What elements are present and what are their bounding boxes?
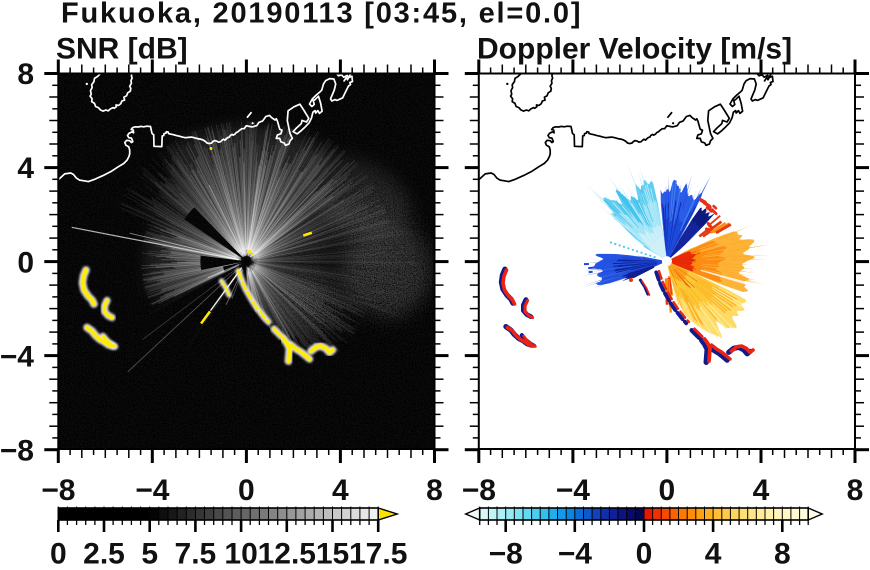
svg-text:Fukuoka, 20190113 [03:45, el=0: Fukuoka, 20190113 [03:45, el=0.0]	[61, 0, 582, 30]
svg-text:−8: −8	[462, 474, 496, 507]
svg-text:−4: −4	[558, 538, 593, 570]
svg-text:8: 8	[426, 474, 443, 507]
svg-text:7.5: 7.5	[175, 538, 217, 570]
svg-text:0: 0	[238, 474, 255, 507]
svg-text:−8: −8	[41, 474, 75, 507]
svg-text:4: 4	[753, 474, 770, 507]
svg-text:12.5: 12.5	[258, 538, 316, 570]
svg-text:4: 4	[17, 152, 34, 185]
svg-text:4: 4	[332, 474, 349, 507]
svg-text:0: 0	[50, 538, 67, 570]
svg-text:Doppler Velocity [m/s]: Doppler Velocity [m/s]	[477, 33, 792, 66]
svg-text:10: 10	[224, 538, 257, 570]
svg-text:8: 8	[17, 58, 34, 91]
svg-text:−8: −8	[0, 434, 34, 467]
svg-text:SNR [dB]: SNR [dB]	[56, 33, 188, 66]
svg-text:8: 8	[774, 538, 791, 570]
svg-text:17.5: 17.5	[349, 538, 407, 570]
svg-text:4: 4	[705, 538, 722, 570]
svg-text:0: 0	[17, 246, 34, 279]
svg-text:15: 15	[316, 538, 349, 570]
svg-text:5: 5	[141, 538, 158, 570]
svg-text:8: 8	[847, 474, 864, 507]
svg-text:0: 0	[659, 474, 676, 507]
svg-text:2.5: 2.5	[83, 538, 125, 570]
svg-text:−4: −4	[556, 474, 591, 507]
svg-text:0: 0	[636, 538, 653, 570]
svg-text:−8: −8	[489, 538, 523, 570]
svg-text:−4: −4	[135, 474, 170, 507]
svg-text:−4: −4	[0, 340, 34, 373]
